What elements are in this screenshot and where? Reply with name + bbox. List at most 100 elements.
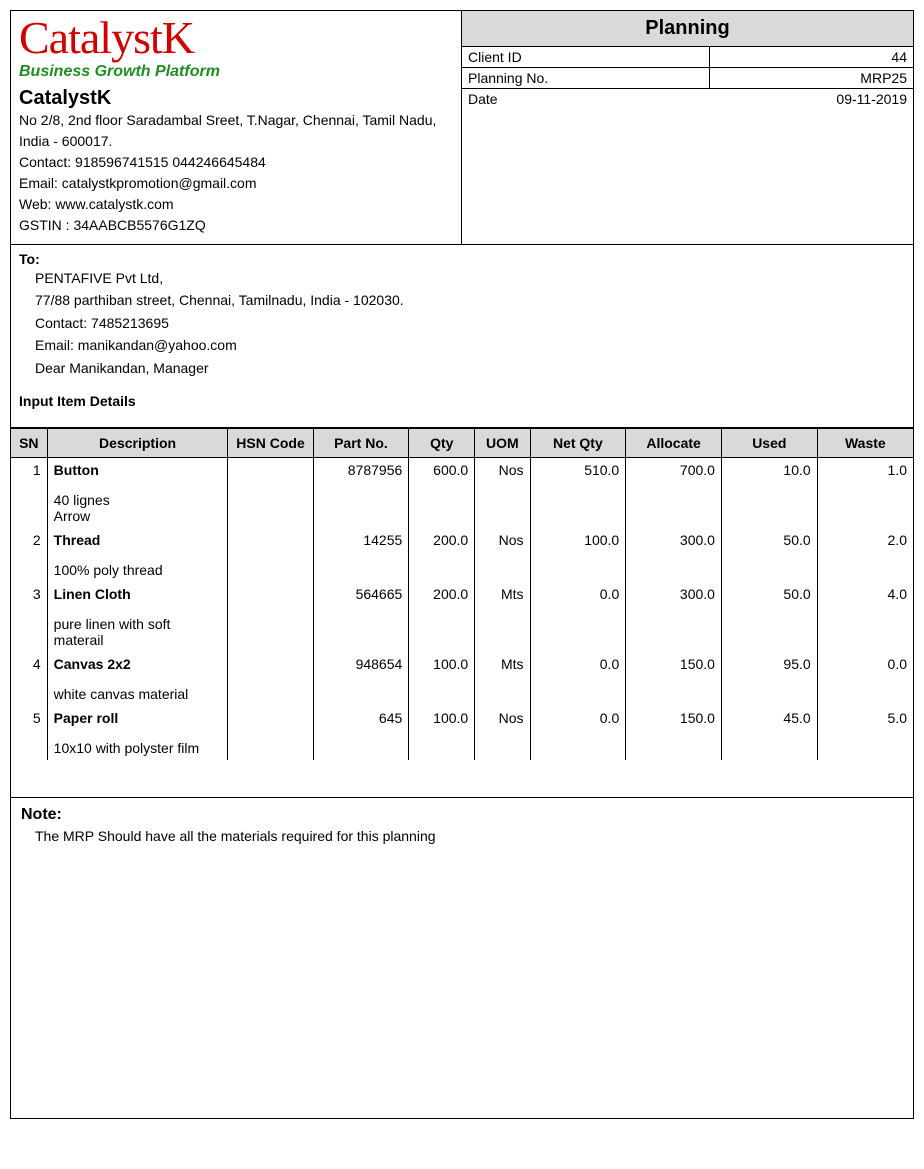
cell-used: 10.0 <box>721 458 817 528</box>
cell-waste: 1.0 <box>817 458 913 528</box>
cell-qty: 600.0 <box>409 458 475 528</box>
cell-sn: 5 <box>11 706 47 760</box>
cell-waste: 2.0 <box>817 528 913 582</box>
cell-part: 645 <box>313 706 409 760</box>
to-address: 77/88 parthiban street, Chennai, Tamilna… <box>35 289 905 311</box>
cell-part: 14255 <box>313 528 409 582</box>
col-waste: Waste <box>817 428 913 457</box>
cell-netqty: 510.0 <box>530 458 626 528</box>
cell-used: 95.0 <box>721 652 817 706</box>
cell-alloc: 700.0 <box>626 458 722 528</box>
cell-hsn <box>228 582 313 652</box>
to-email: Email: manikandan@yahoo.com <box>35 334 905 356</box>
cell-used: 50.0 <box>721 582 817 652</box>
table-row: 4Canvas 2x2white canvas material 94865410… <box>11 652 913 706</box>
note-title: Note: <box>21 806 903 824</box>
date-value: 09-11-2019 <box>710 89 913 109</box>
col-qty: Qty <box>409 428 475 457</box>
cell-alloc: 300.0 <box>626 528 722 582</box>
company-web: Web: www.catalystk.com <box>19 194 453 215</box>
to-dear: Dear Manikandan, Manager <box>35 357 905 379</box>
cell-used: 45.0 <box>721 706 817 760</box>
note-section: Note: The MRP Should have all the materi… <box>11 798 913 1118</box>
cell-uom: Nos <box>475 528 530 582</box>
table-row: 3Linen Clothpure linen with soft materai… <box>11 582 913 652</box>
cell-sn: 4 <box>11 652 47 706</box>
client-id-label: Client ID <box>462 47 710 67</box>
note-text: The MRP Should have all the materials re… <box>21 824 903 844</box>
cell-netqty: 0.0 <box>530 706 626 760</box>
cell-alloc: 300.0 <box>626 582 722 652</box>
info-row-planning-no: Planning No. MRP25 <box>462 68 913 89</box>
cell-desc: Button40 lignesArrow <box>47 458 228 528</box>
logo-tagline: Business Growth Platform <box>19 63 453 81</box>
cell-desc: Canvas 2x2white canvas material <box>47 652 228 706</box>
cell-alloc: 150.0 <box>626 652 722 706</box>
cell-qty: 200.0 <box>409 582 475 652</box>
cell-netqty: 0.0 <box>530 652 626 706</box>
cell-hsn <box>228 458 313 528</box>
cell-desc: Paper roll10x10 with polyster film <box>47 706 228 760</box>
table-row: 5Paper roll10x10 with polyster film 64510… <box>11 706 913 760</box>
col-hsn: HSN Code <box>228 428 313 457</box>
cell-part: 564665 <box>313 582 409 652</box>
cell-sn: 2 <box>11 528 47 582</box>
cell-netqty: 0.0 <box>530 582 626 652</box>
logo-text: CatalystK <box>19 15 453 61</box>
cell-alloc: 150.0 <box>626 706 722 760</box>
company-details: No 2/8, 2nd floor Saradambal Sreet, T.Na… <box>19 110 453 236</box>
cell-waste: 0.0 <box>817 652 913 706</box>
cell-part: 8787956 <box>313 458 409 528</box>
cell-hsn <box>228 706 313 760</box>
cell-uom: Mts <box>475 652 530 706</box>
cell-waste: 4.0 <box>817 582 913 652</box>
table-row: 2Thread100% poly thread 14255200.0Nos100.… <box>11 528 913 582</box>
cell-part: 948654 <box>313 652 409 706</box>
company-name: CatalystK <box>19 87 453 110</box>
company-address: No 2/8, 2nd floor Saradambal Sreet, T.Na… <box>19 110 453 152</box>
info-row-client: Client ID 44 <box>462 47 913 68</box>
col-used: Used <box>721 428 817 457</box>
cell-sn: 1 <box>11 458 47 528</box>
cell-hsn <box>228 652 313 706</box>
company-contact: Contact: 918596741515 044246645484 <box>19 152 453 173</box>
col-sn: SN <box>11 428 47 457</box>
cell-uom: Nos <box>475 458 530 528</box>
info-row-date: Date 09-11-2019 <box>462 89 913 109</box>
document-page: CatalystK Business Growth Platform Catal… <box>10 10 914 1119</box>
col-netqty: Net Qty <box>530 428 626 457</box>
col-part: Part No. <box>313 428 409 457</box>
date-label: Date <box>462 89 710 109</box>
cell-qty: 100.0 <box>409 652 475 706</box>
planning-no-label: Planning No. <box>462 68 710 88</box>
cell-desc: Thread100% poly thread <box>47 528 228 582</box>
to-details: PENTAFIVE Pvt Ltd, 77/88 parthiban stree… <box>19 267 905 379</box>
cell-qty: 100.0 <box>409 706 475 760</box>
col-desc: Description <box>47 428 228 457</box>
cell-netqty: 100.0 <box>530 528 626 582</box>
to-label: To: <box>19 251 905 267</box>
cell-desc: Linen Clothpure linen with soft materail <box>47 582 228 652</box>
planning-title: Planning <box>462 11 913 47</box>
cell-uom: Mts <box>475 582 530 652</box>
planning-no-value: MRP25 <box>710 68 913 88</box>
cell-qty: 200.0 <box>409 528 475 582</box>
cell-uom: Nos <box>475 706 530 760</box>
col-uom: UOM <box>475 428 530 457</box>
cell-hsn <box>228 528 313 582</box>
table-header-row: SN Description HSN Code Part No. Qty UOM… <box>11 428 913 457</box>
cell-sn: 3 <box>11 582 47 652</box>
company-email: Email: catalystkpromotion@gmail.com <box>19 173 453 194</box>
header-section: CatalystK Business Growth Platform Catal… <box>11 11 913 245</box>
cell-used: 50.0 <box>721 528 817 582</box>
col-alloc: Allocate <box>626 428 722 457</box>
client-id-value: 44 <box>710 47 913 67</box>
section-title: Input Item Details <box>19 379 905 417</box>
items-body: 1Button40 lignesArrow8787956600.0Nos510.… <box>11 458 913 798</box>
cell-waste: 5.0 <box>817 706 913 760</box>
planning-box: Planning Client ID 44 Planning No. MRP25… <box>462 11 913 244</box>
to-section: To: PENTAFIVE Pvt Ltd, 77/88 parthiban s… <box>11 245 913 428</box>
items-table-header: SN Description HSN Code Part No. Qty UOM… <box>11 428 913 458</box>
company-box: CatalystK Business Growth Platform Catal… <box>11 11 462 244</box>
to-contact: Contact: 7485213695 <box>35 312 905 334</box>
